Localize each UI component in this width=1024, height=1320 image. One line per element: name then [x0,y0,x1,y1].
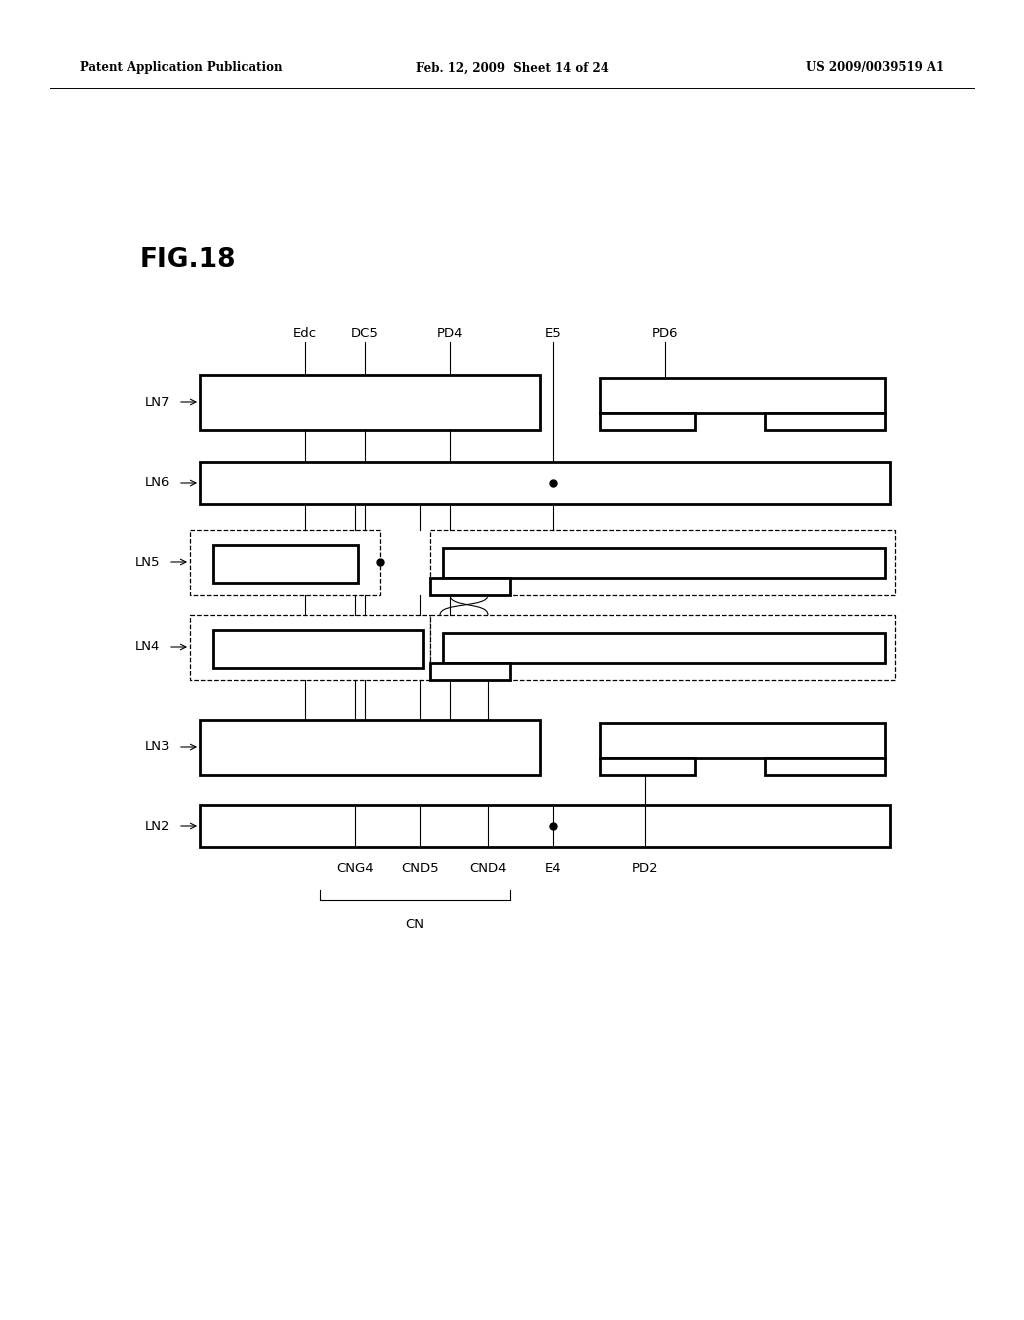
Text: LN4: LN4 [134,640,160,653]
Bar [430,531,895,595]
Bar [190,531,380,595]
Bar [200,462,890,504]
Text: DC5: DC5 [351,327,379,341]
Text: LN7: LN7 [144,396,170,408]
Text: PD2: PD2 [632,862,658,875]
Bar [600,758,695,775]
Text: LN6: LN6 [144,477,170,490]
Bar [190,615,430,680]
Text: CN: CN [406,917,425,931]
Bar [443,634,885,663]
Text: LN2: LN2 [144,820,170,833]
Text: CND5: CND5 [401,862,439,875]
Text: Feb. 12, 2009  Sheet 14 of 24: Feb. 12, 2009 Sheet 14 of 24 [416,62,608,74]
Text: CND4: CND4 [469,862,507,875]
Text: CNG4: CNG4 [336,862,374,875]
Text: Edc: Edc [293,327,317,341]
Bar [200,805,890,847]
Bar [443,548,885,578]
Bar [765,758,885,775]
Bar [600,378,885,413]
Text: FIG.18: FIG.18 [140,247,237,273]
Bar [213,630,423,668]
Bar [200,719,540,775]
Text: US 2009/0039519 A1: US 2009/0039519 A1 [806,62,944,74]
Text: Patent Application Publication: Patent Application Publication [80,62,283,74]
Bar [213,545,358,583]
Bar [765,413,885,430]
Text: LN3: LN3 [144,741,170,754]
Bar [430,663,510,680]
Text: PD4: PD4 [437,327,463,341]
Text: E4: E4 [545,862,561,875]
Bar [600,413,695,430]
Bar [200,375,540,430]
Bar [430,615,895,680]
Text: LN5: LN5 [134,556,160,569]
Text: E5: E5 [545,327,561,341]
Bar [600,723,885,758]
Text: PD6: PD6 [651,327,678,341]
Bar [430,578,510,595]
